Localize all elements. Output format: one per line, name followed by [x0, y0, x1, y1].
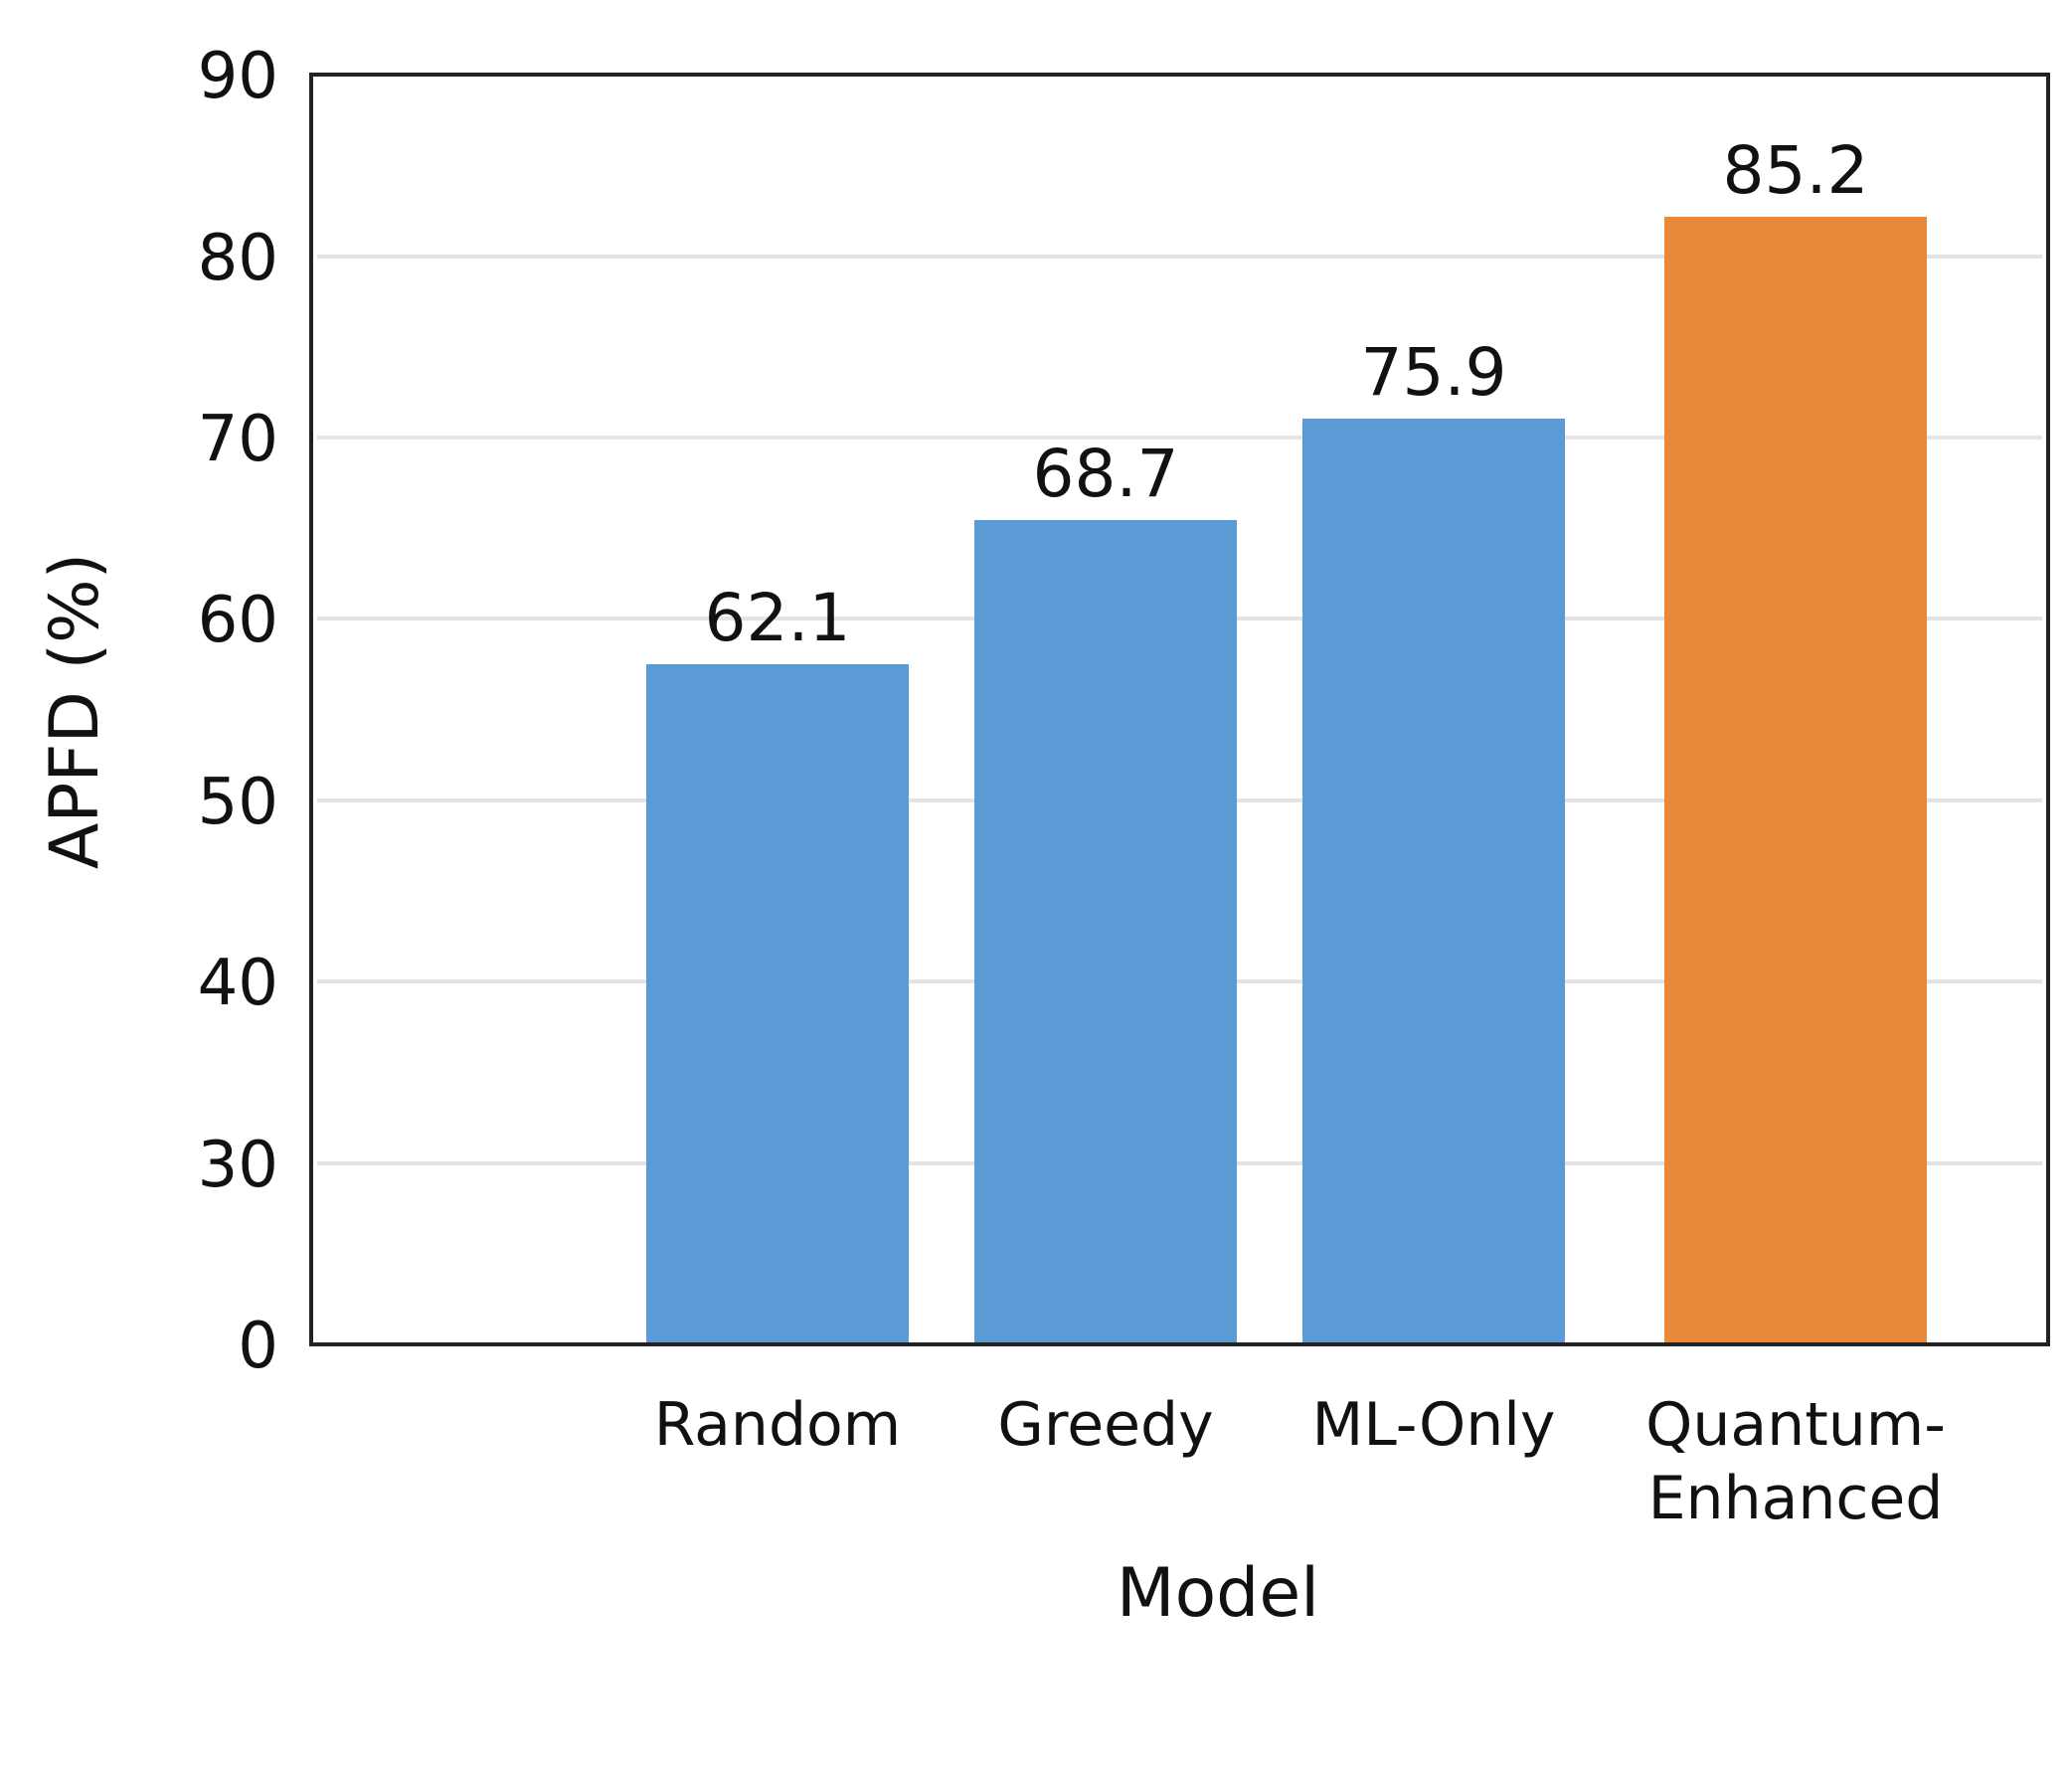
y-tick-label: 50 [198, 766, 278, 839]
x-category-label: ML-Only [1312, 1390, 1556, 1460]
y-tick-label: 40 [198, 947, 278, 1020]
x-axis-title: Model [1117, 1554, 1319, 1633]
bars [646, 217, 1927, 1344]
bar-value-label: 75.9 [1361, 334, 1507, 411]
bar [1664, 217, 1927, 1344]
y-axis-ticks: 0 30 40 50 60 70 80 90 [198, 40, 278, 1383]
bar-value-label: 68.7 [1033, 436, 1179, 512]
x-category-label: Random [654, 1390, 901, 1460]
y-tick-label: 80 [198, 222, 278, 295]
y-tick-label: 0 [238, 1310, 278, 1383]
bar [1302, 419, 1565, 1344]
x-category-label: Greedy [997, 1390, 1213, 1460]
bar [646, 664, 909, 1344]
y-tick-label: 60 [198, 584, 278, 657]
y-tick-label: 30 [198, 1129, 278, 1202]
plot-frame [309, 73, 2050, 1346]
y-tick-label: 90 [198, 40, 278, 113]
x-category-label: Enhanced [1648, 1464, 1944, 1533]
x-category-label: Quantum- [1645, 1390, 1946, 1460]
bar [974, 520, 1237, 1344]
bar-value-label: 85.2 [1723, 132, 1869, 209]
y-tick-label: 70 [198, 403, 278, 476]
y-axis-title: APFD (%) [36, 553, 114, 869]
x-axis-categories: Random Greedy ML-Only Quantum-Enhanced [654, 1390, 1946, 1533]
bar-value-label: 62.1 [705, 580, 851, 656]
data-labels: 62.1 68.7 75.9 85.2 [705, 132, 1869, 656]
